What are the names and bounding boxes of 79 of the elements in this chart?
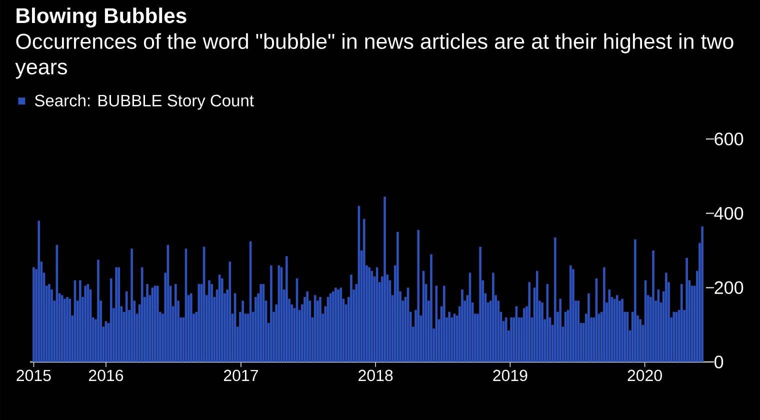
chart-title: Blowing Bubbles: [16, 8, 186, 28]
bar: [79, 280, 82, 362]
bar: [430, 254, 432, 362]
bar: [492, 272, 494, 362]
bar: [559, 298, 562, 362]
bar: [286, 256, 288, 362]
bar: [306, 291, 308, 362]
bar: [97, 260, 100, 362]
bar: [174, 284, 177, 362]
bar: [84, 286, 86, 362]
bar: [680, 284, 683, 362]
bar: [337, 290, 340, 362]
bar: [115, 267, 118, 362]
bar: [448, 312, 450, 362]
y-tick-label: 400: [714, 206, 744, 220]
bar: [621, 298, 624, 362]
bar: [368, 267, 370, 362]
legend-label: Search: BUBBLE Story Count: [34, 94, 254, 110]
bar: [570, 265, 572, 362]
bar: [334, 288, 337, 362]
bar: [110, 278, 112, 362]
bar: [417, 230, 420, 362]
bar: [554, 237, 556, 362]
bar: [118, 267, 120, 362]
bar: [686, 258, 688, 362]
bar: [319, 296, 322, 362]
x-tick-label: 2017: [224, 370, 258, 382]
bar: [156, 286, 159, 362]
bar: [146, 284, 148, 362]
y-tick-label: 200: [714, 281, 744, 294]
bar: [350, 274, 352, 362]
chart-subtitle: Occurrences of the word "bubble" in news articles are at their highest in two years: [15, 33, 734, 79]
bar: [221, 278, 224, 362]
bar: [588, 293, 590, 362]
bar: [616, 295, 618, 362]
bar: [523, 308, 526, 362]
bar: [634, 239, 636, 362]
bar: [210, 284, 213, 362]
bar: [528, 282, 530, 362]
x-tick-label: 2015: [16, 370, 51, 382]
bar: [701, 226, 704, 362]
bar: [572, 269, 574, 362]
bar: [510, 317, 512, 362]
bar: [665, 272, 668, 362]
bar: [396, 232, 399, 362]
bar: [370, 270, 374, 362]
bar: [208, 280, 210, 362]
bar: [541, 302, 544, 362]
x-tick-label: 2020: [628, 370, 662, 382]
bar: [260, 284, 262, 362]
x-tick-label: 2016: [88, 370, 124, 382]
bar: [130, 248, 133, 362]
bar: [504, 317, 508, 362]
bar: [140, 267, 144, 362]
bar: [68, 298, 71, 362]
bar: [32, 267, 35, 362]
bar: [652, 250, 654, 362]
bar: [254, 296, 257, 362]
bar: [242, 300, 244, 362]
x-tick-label: 2018: [358, 370, 393, 382]
bar: [362, 218, 366, 362]
bar: [603, 267, 606, 362]
bar: [66, 296, 68, 362]
y-tick-label: 600: [714, 132, 744, 146]
bar: [639, 319, 642, 362]
bar: [125, 291, 128, 362]
bar: [461, 290, 464, 362]
y-tick-label: 0: [714, 356, 724, 368]
bar: [48, 284, 50, 362]
x-tick-label: 2019: [493, 370, 528, 382]
bar: [332, 291, 334, 362]
bar: [270, 265, 272, 362]
bar: [443, 286, 446, 362]
bar: [38, 220, 40, 362]
bar: [190, 293, 192, 362]
bar: [64, 298, 66, 362]
bar: [608, 290, 611, 362]
bar: [384, 196, 386, 362]
bar: [479, 246, 482, 362]
